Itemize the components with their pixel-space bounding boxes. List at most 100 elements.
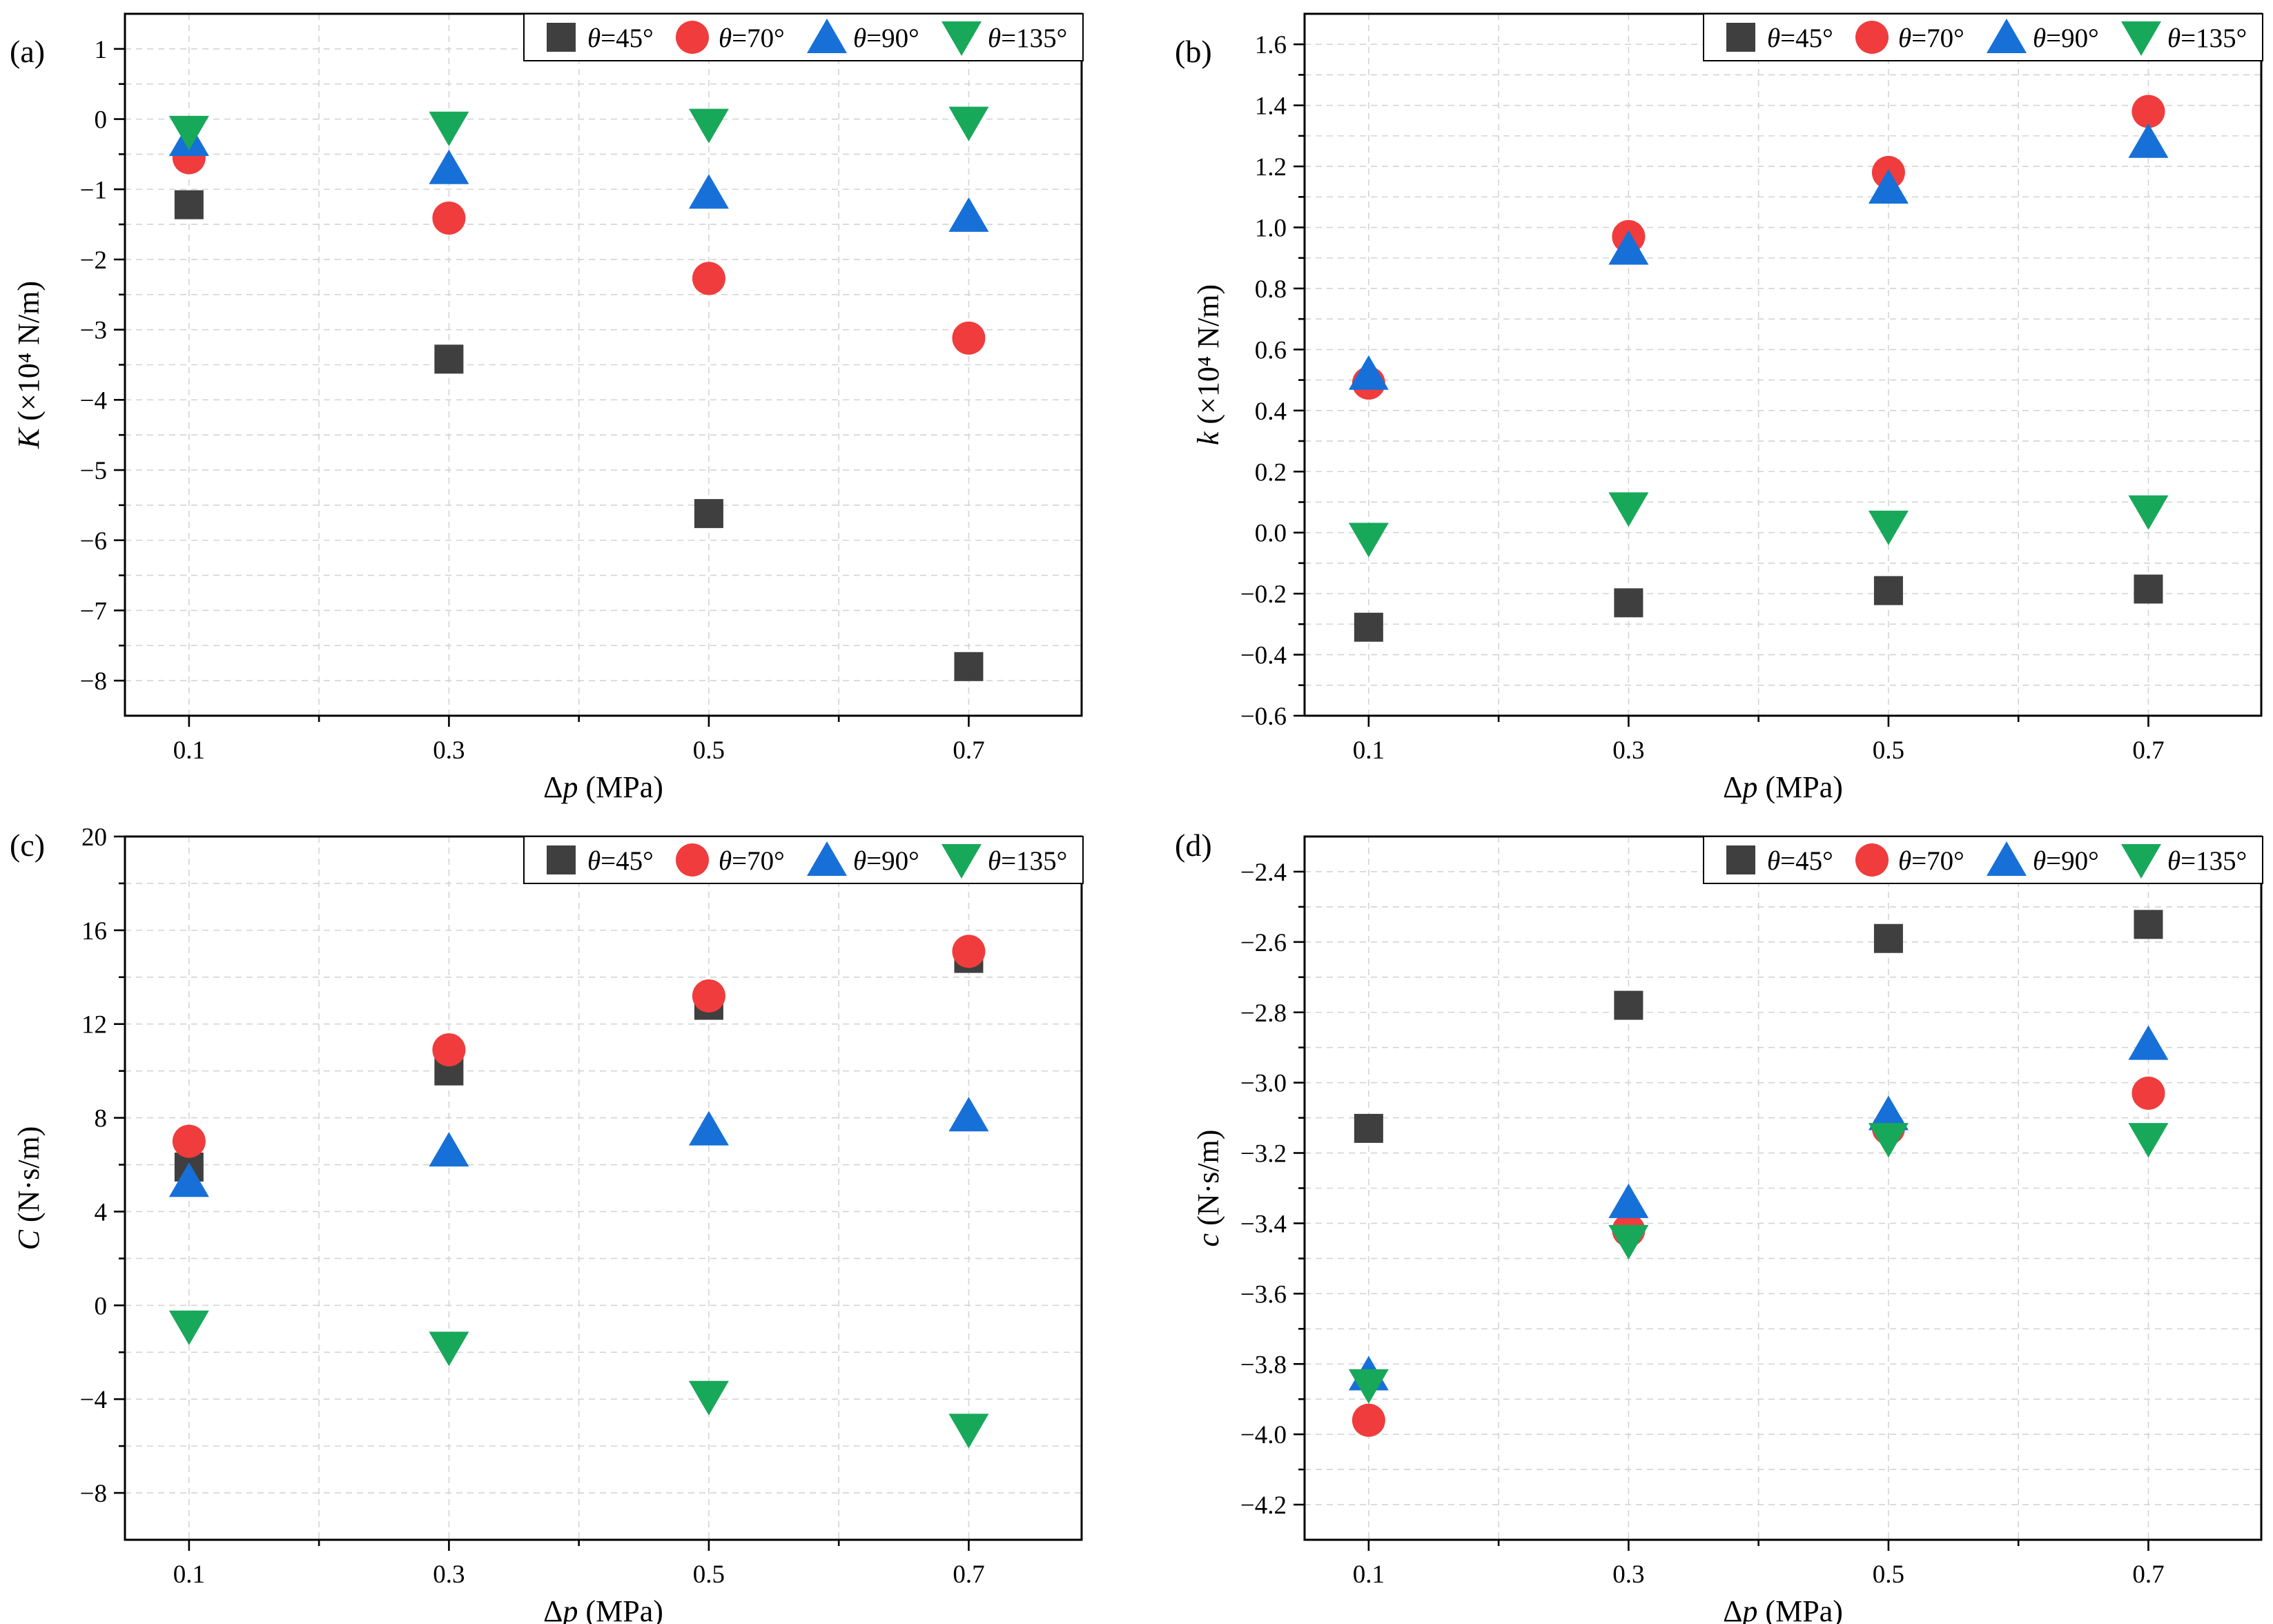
x-tick-label: 0.3 — [433, 1561, 465, 1589]
legend-label-0: θ=45° — [587, 23, 654, 53]
data-point-a-s1 — [952, 321, 986, 355]
data-point-c-s2 — [688, 1111, 729, 1146]
data-point-d-s3 — [2128, 1123, 2169, 1158]
data-point-a-s3 — [948, 106, 989, 141]
x-tick-label: 0.1 — [1353, 736, 1385, 765]
legend-label-2: θ=90° — [853, 23, 919, 53]
data-point-b-s1 — [2131, 95, 2165, 128]
x-axis-title-c: Δp (MPa) — [543, 1594, 663, 1624]
data-point-c-s2 — [429, 1132, 469, 1167]
y-tick-label: −5 — [80, 457, 107, 485]
legend-box — [1703, 13, 2263, 61]
data-point-a-s3 — [688, 108, 729, 144]
data-point-a-s0 — [434, 344, 464, 374]
data-point-a-s0 — [174, 190, 204, 219]
y-tick-label: −7 — [80, 597, 107, 625]
data-point-b-s2 — [2128, 123, 2169, 158]
data-point-a-s1 — [692, 262, 725, 295]
y-tick-label: −4.2 — [1240, 1491, 1287, 1520]
legend-label-0: θ=45° — [1767, 846, 1833, 876]
y-tick-label: 0 — [95, 106, 108, 135]
data-point-b-s0 — [1614, 588, 1643, 618]
y-tick-label: −2.6 — [1240, 929, 1287, 957]
y-tick-label: 0.2 — [1255, 458, 1287, 487]
y-axis-title-c: C (N·s/m) — [12, 1126, 46, 1251]
y-tick-label: −4 — [80, 387, 107, 415]
plot-frame-c — [124, 835, 1083, 1541]
legend-marker-3 — [942, 21, 982, 56]
legend-label-1: θ=70° — [1898, 846, 1964, 876]
y-tick-label: 1 — [95, 36, 108, 64]
data-point-d-s3 — [1348, 1369, 1389, 1404]
x-tick-label: 0.7 — [2132, 1561, 2164, 1589]
legend-marker-1 — [1855, 21, 1889, 54]
legend-marker-1 — [676, 843, 709, 877]
x-tick-label: 0.1 — [173, 736, 205, 765]
data-point-b-s0 — [2134, 574, 2163, 604]
legend-label-0: θ=45° — [1767, 23, 1833, 53]
legend-label-2: θ=90° — [2033, 23, 2099, 53]
data-point-b-s2 — [1348, 355, 1389, 390]
data-point-d-s2 — [2128, 1025, 2169, 1060]
y-tick-label: −3.8 — [1240, 1351, 1287, 1379]
legend-label-3: θ=135° — [988, 23, 1067, 53]
y-tick-label: 1.4 — [1255, 92, 1287, 121]
y-tick-label: 16 — [81, 917, 107, 946]
data-point-c-s1 — [172, 1124, 206, 1158]
legend-label-3: θ=135° — [2167, 846, 2247, 876]
y-tick-label: −8 — [80, 667, 107, 696]
x-axis-title-b: Δp (MPa) — [1723, 770, 1843, 804]
data-point-c-s3 — [948, 1413, 989, 1449]
y-axis-title-a: K (×10⁴ N/m) — [12, 281, 46, 449]
legend-marker-2 — [807, 841, 847, 876]
legend-marker-2 — [807, 19, 847, 53]
panel-tag-b: (b) — [1175, 34, 1212, 69]
y-tick-label: 0.6 — [1255, 336, 1287, 364]
x-tick-label: 0.3 — [433, 736, 465, 765]
legend-marker-0 — [1726, 23, 1755, 52]
y-tick-label: −0.4 — [1240, 642, 1287, 670]
data-point-b-s2 — [1868, 169, 1909, 204]
data-point-d-s1 — [1352, 1403, 1385, 1437]
data-point-a-s0 — [954, 652, 984, 681]
legend-b: θ=45° θ=70° θ=90° θ=135° — [1703, 13, 2263, 61]
y-tick-label: 0.0 — [1255, 520, 1287, 548]
y-axis-title-b: k (×10⁴ N/m) — [1191, 284, 1225, 445]
data-point-c-s3 — [168, 1310, 209, 1345]
legend-d: θ=45° θ=70° θ=90° θ=135° — [1703, 836, 2263, 884]
y-tick-label: −3.0 — [1240, 1070, 1287, 1098]
x-axis-title-d: Δp (MPa) — [1723, 1594, 1843, 1624]
legend-marker-0 — [547, 845, 576, 874]
y-tick-label: 0.8 — [1255, 275, 1287, 304]
x-tick-label: 0.7 — [953, 736, 984, 765]
y-tick-label: 20 — [81, 823, 107, 852]
data-point-d-s0 — [1354, 1113, 1383, 1143]
legend-label-1: θ=70° — [1898, 23, 1964, 53]
legend-c: θ=45° θ=70° θ=90° θ=135° — [523, 836, 1084, 884]
panel-b: (b) 1.6 1.4 1.2 1.0 0.8 0.6 0.4 0.2 0.0 −0.2 −0.4 −0… — [1175, 12, 2263, 804]
data-point-b-s0 — [1354, 612, 1383, 642]
data-point-c-s2 — [948, 1097, 989, 1132]
y-tick-label: −3.6 — [1240, 1280, 1287, 1309]
data-point-c-s1 — [692, 979, 725, 1012]
data-point-d-s3 — [1868, 1123, 1909, 1158]
x-tick-label: 0.5 — [693, 1561, 725, 1589]
data-point-d-s3 — [1608, 1224, 1649, 1260]
y-tick-label: 1.0 — [1255, 215, 1287, 243]
y-tick-label: −2 — [80, 246, 107, 275]
legend-marker-3 — [2121, 21, 2161, 56]
y-tick-label: −3 — [80, 317, 107, 345]
panel-tag-d: (d) — [1175, 828, 1212, 863]
data-point-d-s0 — [2134, 910, 2163, 939]
legend-label-1: θ=70° — [719, 23, 785, 53]
panel-tag-c: (c) — [10, 828, 45, 863]
data-point-a-s1 — [432, 201, 466, 235]
data-point-c-s2 — [168, 1162, 209, 1197]
y-tick-label: −0.2 — [1240, 580, 1287, 609]
legend-label-2: θ=90° — [853, 846, 919, 876]
y-tick-label: −3.2 — [1240, 1140, 1287, 1168]
data-point-d-s2 — [1608, 1183, 1649, 1218]
data-point-c-s1 — [952, 935, 986, 968]
legend-marker-0 — [1726, 845, 1755, 874]
